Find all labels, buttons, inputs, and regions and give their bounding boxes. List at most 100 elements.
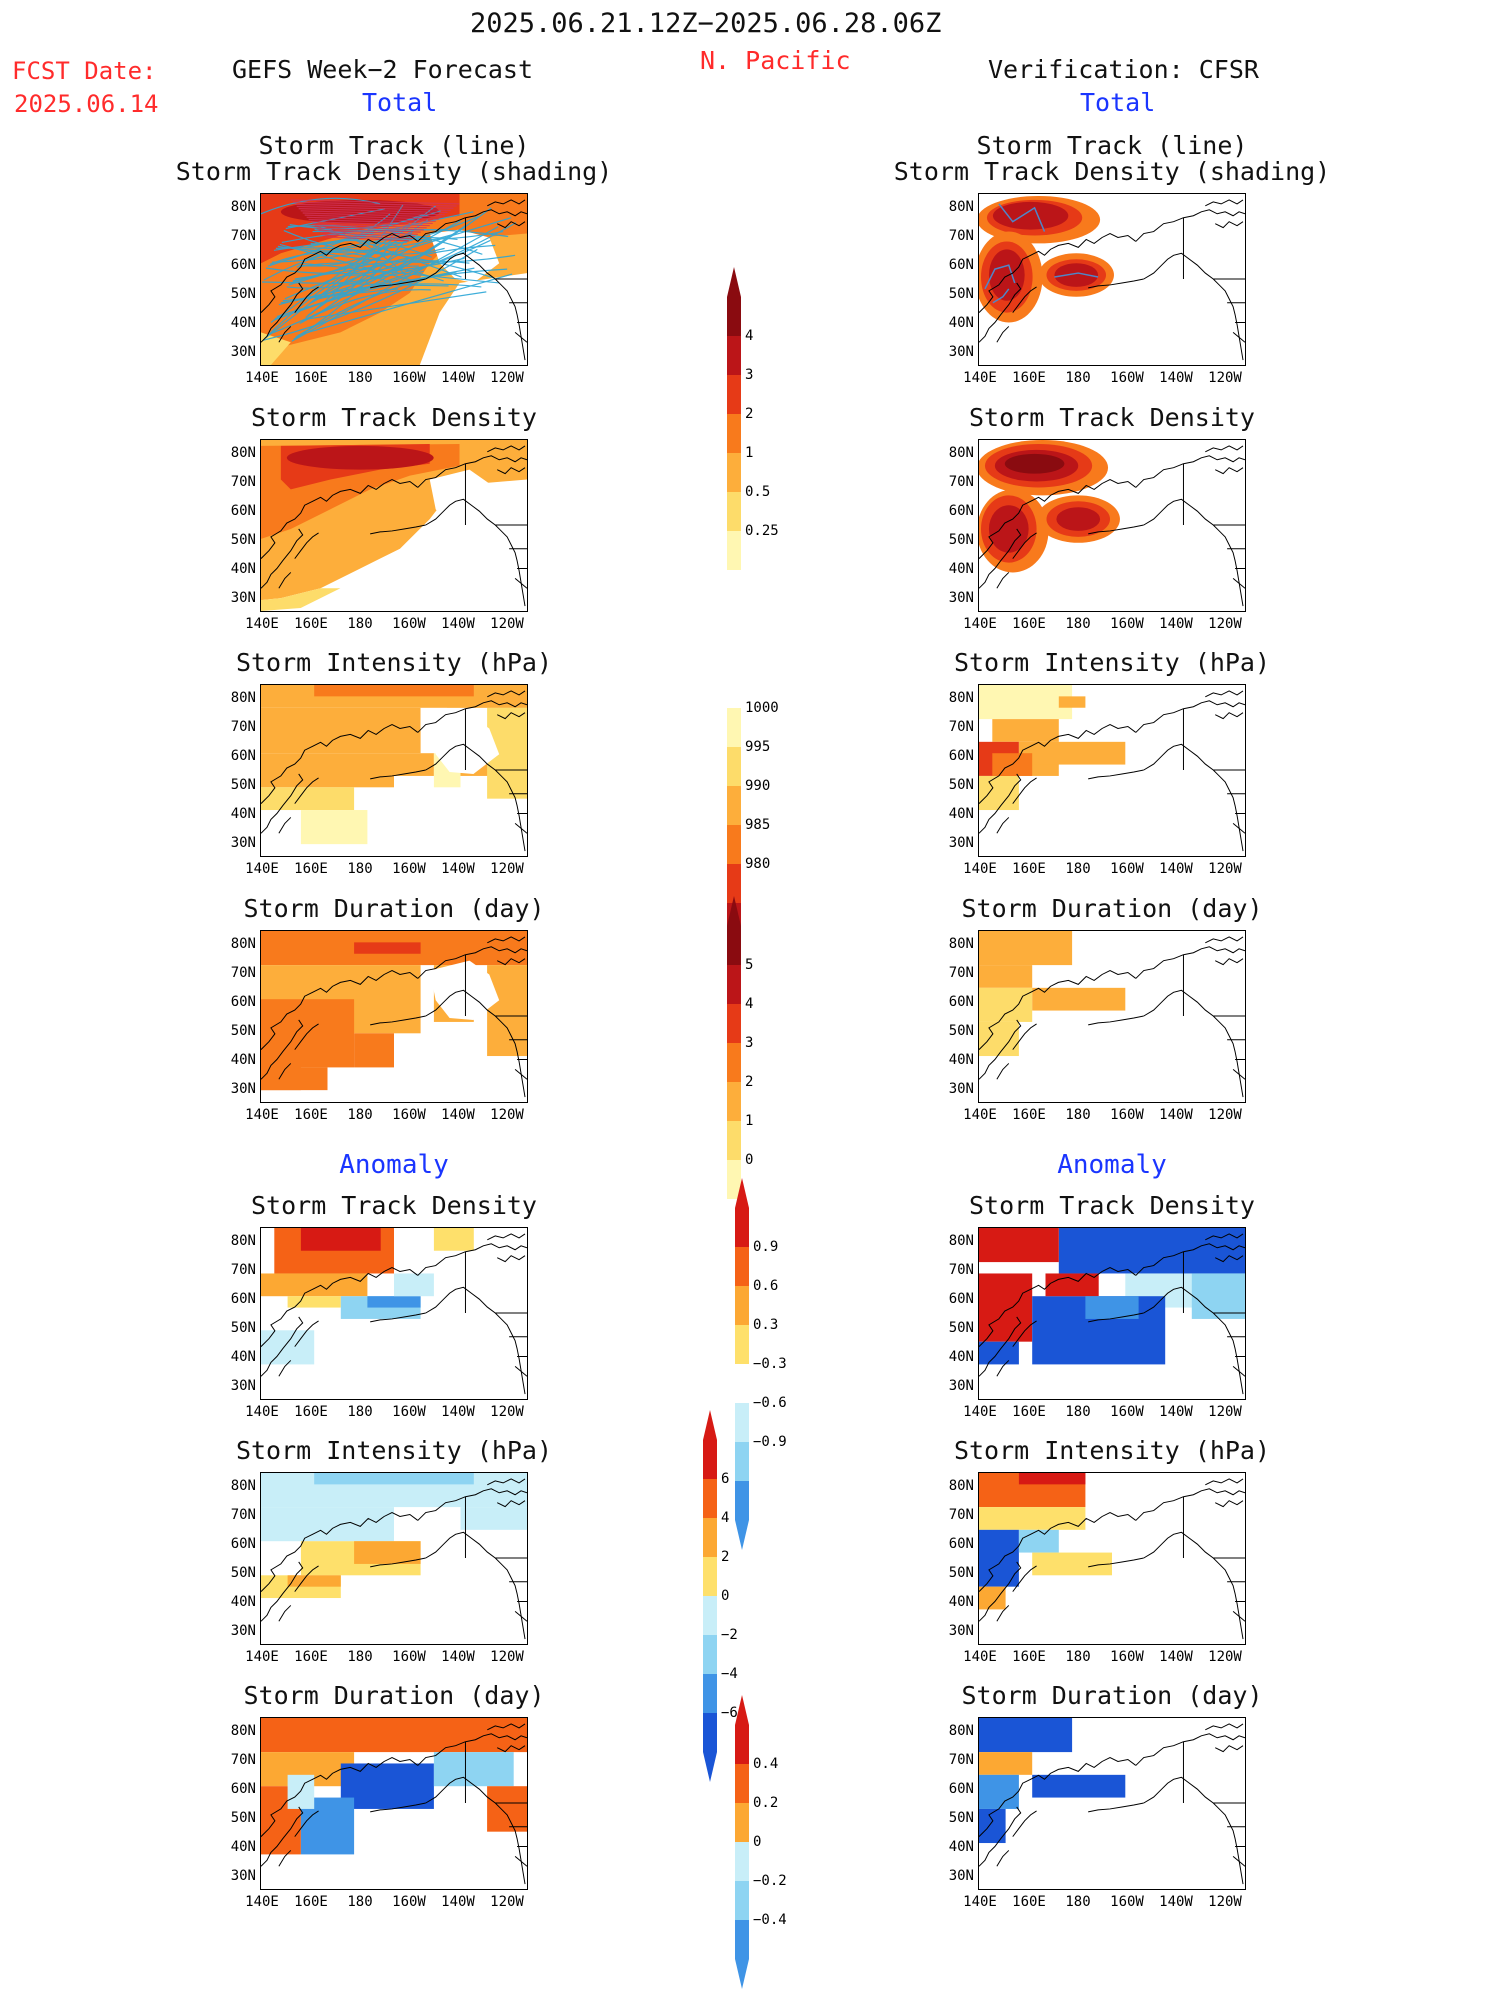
lon-tick-label: 160W bbox=[1110, 861, 1144, 877]
lat-tick-label: 40N bbox=[948, 1349, 974, 1365]
lon-tick-label: 160E bbox=[294, 616, 328, 632]
lon-tick-label: 180 bbox=[1065, 616, 1091, 632]
colorbar-label: 990 bbox=[745, 778, 771, 794]
lon-tick-label: 120W bbox=[1208, 1404, 1242, 1420]
colorbar-label: 0 bbox=[753, 1834, 762, 1850]
lat-tick-label: 70N bbox=[230, 474, 256, 490]
no-data bbox=[409, 519, 527, 611]
shading-cell bbox=[979, 1586, 1006, 1610]
lon-tick-label: 140W bbox=[441, 1404, 475, 1420]
shading-cell bbox=[979, 965, 1033, 988]
shading-blob bbox=[988, 249, 1025, 301]
lat-tick-label: 70N bbox=[230, 1507, 256, 1523]
colorbar-segment bbox=[703, 1518, 717, 1557]
shading-cell bbox=[300, 810, 368, 845]
lat-tick-label: 80N bbox=[230, 936, 256, 952]
lon-tick-label: 160E bbox=[1012, 1894, 1046, 1910]
colorbar-segment bbox=[727, 864, 741, 903]
lat-tick-label: 70N bbox=[230, 719, 256, 735]
lon-tick-label: 180 bbox=[347, 1107, 373, 1123]
lon-tick-label: 120W bbox=[490, 1107, 524, 1123]
shading-cell bbox=[979, 1341, 1019, 1365]
lon-tick-label: 160W bbox=[1110, 370, 1144, 386]
lon-tick-label: 140E bbox=[245, 370, 279, 386]
right-model-title: Verification: CFSR bbox=[988, 55, 1259, 84]
shading-cell bbox=[1018, 1473, 1086, 1485]
colorbar-segment bbox=[727, 375, 741, 414]
lon-tick-label: 160E bbox=[1012, 1107, 1046, 1123]
colorbar-label: 1 bbox=[745, 1113, 754, 1129]
lat-tick-label: 30N bbox=[948, 1378, 974, 1394]
left-anomaly-label: Anomaly bbox=[339, 1150, 449, 1180]
coastline bbox=[979, 445, 1245, 607]
left-density-title: Storm Track Density bbox=[251, 403, 537, 432]
lat-tick-label: 60N bbox=[948, 994, 974, 1010]
lat-tick-label: 60N bbox=[230, 257, 256, 273]
lat-tick-label: 50N bbox=[230, 1810, 256, 1826]
lon-tick-label: 160E bbox=[294, 1649, 328, 1665]
lon-tick-label: 140W bbox=[441, 1894, 475, 1910]
lat-tick-label: 60N bbox=[230, 503, 256, 519]
colorbar-label: 995 bbox=[745, 739, 771, 755]
colorbar-segment bbox=[727, 1043, 741, 1082]
lon-tick-label: 160W bbox=[1110, 1649, 1144, 1665]
lon-tick-label: 160E bbox=[1012, 1649, 1046, 1665]
shading-cell bbox=[979, 1021, 1019, 1057]
lat-tick-label: 80N bbox=[230, 199, 256, 215]
lat-tick-label: 40N bbox=[230, 1594, 256, 1610]
lat-tick-label: 50N bbox=[230, 1023, 256, 1039]
lon-tick-label: 140E bbox=[963, 1894, 997, 1910]
lon-tick-label: 120W bbox=[1208, 1107, 1242, 1123]
left-track-title-1: Storm Track (line) bbox=[258, 131, 530, 160]
colorbar-label: 1 bbox=[745, 445, 754, 461]
colorbar-segment bbox=[703, 1713, 717, 1752]
colorbar-label: −0.3 bbox=[753, 1356, 787, 1372]
colorbar-segment bbox=[727, 708, 741, 747]
lat-tick-label: 60N bbox=[948, 1781, 974, 1797]
lon-tick-label: 140E bbox=[963, 616, 997, 632]
coastline bbox=[261, 445, 527, 607]
lon-tick-label: 180 bbox=[1065, 861, 1091, 877]
lon-tick-label: 120W bbox=[1208, 861, 1242, 877]
colorbar-bottom-arrow bbox=[735, 1959, 749, 1989]
lat-tick-label: 30N bbox=[948, 344, 974, 360]
right-intensity-anom-title: Storm Intensity (hPa) bbox=[953, 1436, 1271, 1465]
region-title: N. Pacific bbox=[700, 46, 851, 75]
colorbar-label: 4 bbox=[721, 1510, 730, 1526]
shading-blob bbox=[1004, 453, 1065, 474]
lat-tick-label: 30N bbox=[230, 1623, 256, 1639]
lat-tick-label: 60N bbox=[230, 1781, 256, 1797]
map-right-density bbox=[978, 439, 1246, 612]
fcst-date-value: 2025.06.14 bbox=[14, 90, 159, 118]
coastline bbox=[979, 1478, 1245, 1640]
lat-tick-label: 30N bbox=[948, 1868, 974, 1884]
lon-tick-label: 160W bbox=[392, 1107, 426, 1123]
coastline bbox=[261, 199, 527, 361]
coastline bbox=[979, 1723, 1245, 1885]
shading-region bbox=[261, 588, 341, 611]
shading-cell bbox=[1032, 1774, 1126, 1798]
lat-tick-label: 50N bbox=[948, 532, 974, 548]
lon-tick-label: 140W bbox=[441, 616, 475, 632]
lat-tick-label: 60N bbox=[948, 1291, 974, 1307]
lat-tick-label: 30N bbox=[230, 1868, 256, 1884]
coastline bbox=[261, 1233, 527, 1395]
shading-cell bbox=[979, 1808, 1006, 1844]
colorbar-segment bbox=[703, 1479, 717, 1518]
lon-tick-label: 160W bbox=[392, 861, 426, 877]
lat-tick-label: 70N bbox=[230, 228, 256, 244]
lon-tick-label: 160W bbox=[392, 616, 426, 632]
colorbar-segment bbox=[703, 1596, 717, 1635]
colorbar-segment bbox=[735, 1247, 749, 1286]
colorbar-segment bbox=[735, 1920, 749, 1959]
lon-tick-label: 120W bbox=[1208, 1649, 1242, 1665]
coastline bbox=[261, 1723, 527, 1885]
shading-cell bbox=[261, 1330, 315, 1365]
shading-cell bbox=[261, 1507, 394, 1542]
shading-cell bbox=[261, 753, 394, 788]
colorbar-label: 4 bbox=[745, 996, 754, 1012]
left-track-title-2: Storm Track Density (shading) bbox=[175, 157, 613, 186]
colorbar-label: 5 bbox=[745, 957, 754, 973]
map-left-intensity-anomaly bbox=[260, 1472, 528, 1645]
right-track-title-1: Storm Track (line) bbox=[976, 131, 1248, 160]
